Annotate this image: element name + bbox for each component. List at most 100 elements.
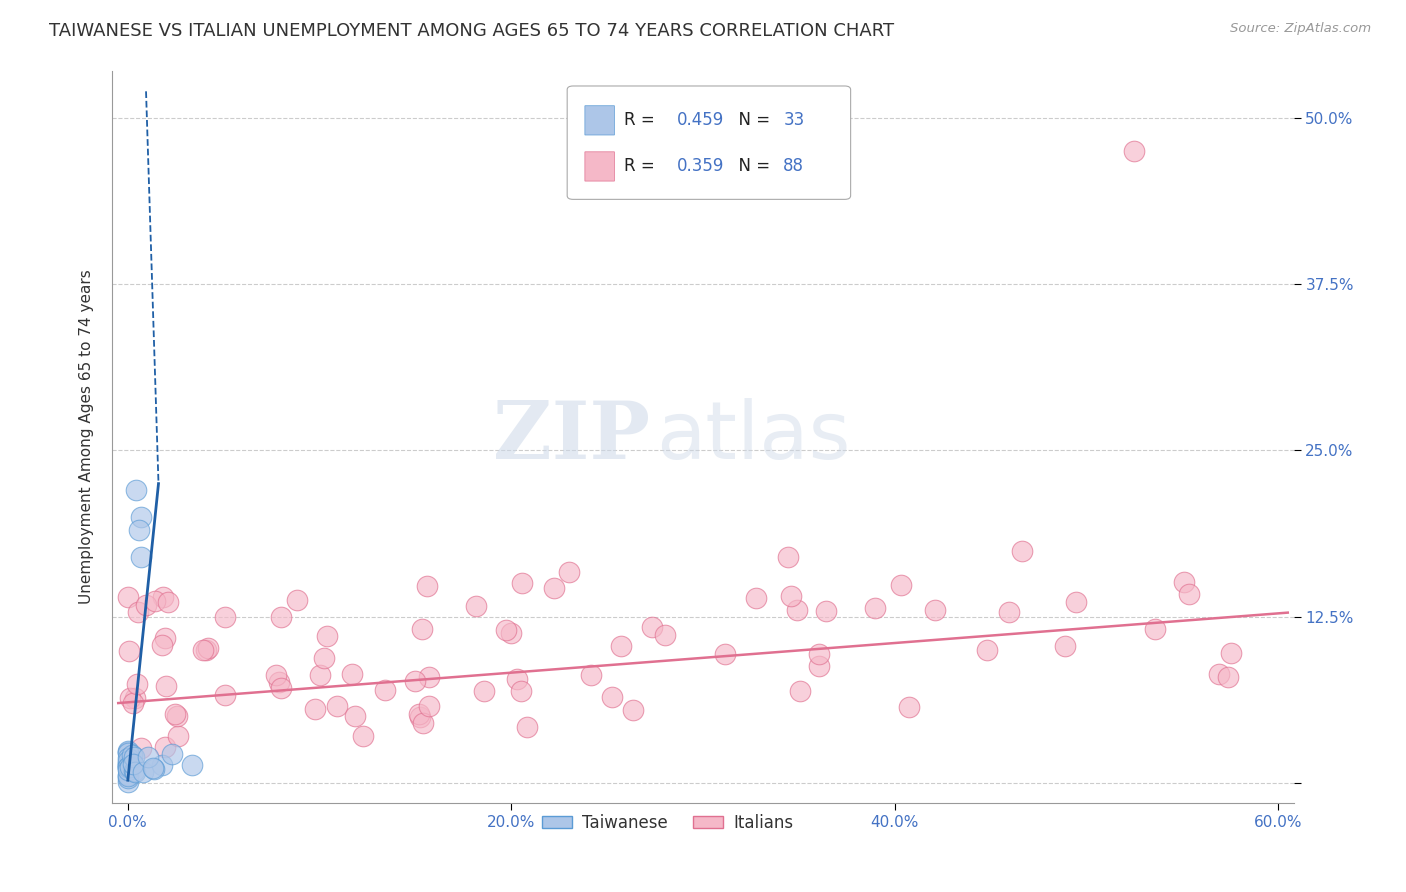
Text: TAIWANESE VS ITALIAN UNEMPLOYMENT AMONG AGES 65 TO 74 YEARS CORRELATION CHART: TAIWANESE VS ITALIAN UNEMPLOYMENT AMONG … bbox=[49, 22, 894, 40]
Point bbox=[117, 761, 139, 775]
Point bbox=[1064, 594, 1087, 608]
Point bbox=[621, 703, 644, 717]
Point bbox=[464, 599, 486, 613]
Point bbox=[558, 565, 581, 579]
Point bbox=[155, 679, 177, 693]
Point bbox=[117, 751, 139, 765]
Point bbox=[326, 699, 349, 714]
Point bbox=[780, 589, 803, 603]
Point bbox=[924, 603, 946, 617]
Point bbox=[117, 764, 139, 778]
Point bbox=[416, 578, 439, 592]
Point bbox=[152, 757, 174, 772]
Point bbox=[270, 610, 292, 624]
Point bbox=[1208, 667, 1230, 681]
Point bbox=[312, 650, 335, 665]
FancyBboxPatch shape bbox=[567, 86, 851, 200]
Point bbox=[474, 683, 496, 698]
Point bbox=[143, 594, 166, 608]
Point bbox=[153, 739, 176, 754]
Point bbox=[129, 509, 152, 524]
Point bbox=[1054, 639, 1077, 653]
Point bbox=[509, 683, 531, 698]
Point bbox=[789, 683, 811, 698]
Point bbox=[156, 595, 179, 609]
Y-axis label: Unemployment Among Ages 65 to 74 years: Unemployment Among Ages 65 to 74 years bbox=[79, 269, 94, 605]
Point bbox=[195, 643, 218, 657]
Legend: Taiwanese, Italians: Taiwanese, Italians bbox=[536, 807, 800, 838]
Point bbox=[117, 757, 139, 772]
Point bbox=[117, 772, 139, 786]
Text: atlas: atlas bbox=[655, 398, 851, 476]
Point bbox=[1011, 544, 1033, 558]
Point bbox=[166, 709, 188, 723]
Point bbox=[117, 760, 139, 774]
Point bbox=[132, 764, 155, 779]
Point bbox=[543, 581, 565, 595]
Point bbox=[117, 759, 139, 773]
Point bbox=[117, 756, 139, 770]
Point bbox=[1123, 144, 1146, 158]
Point bbox=[197, 640, 219, 655]
Point bbox=[124, 690, 146, 705]
Point bbox=[610, 639, 633, 653]
Text: ZIP: ZIP bbox=[494, 398, 650, 476]
Point bbox=[117, 758, 139, 772]
Point bbox=[1173, 575, 1195, 590]
Point bbox=[117, 745, 139, 759]
Point bbox=[264, 668, 287, 682]
Text: 0.459: 0.459 bbox=[678, 112, 724, 129]
Point bbox=[121, 747, 143, 762]
Text: N =: N = bbox=[728, 158, 775, 176]
Text: Source: ZipAtlas.com: Source: ZipAtlas.com bbox=[1230, 22, 1371, 36]
Point bbox=[815, 603, 838, 617]
Point bbox=[1218, 670, 1240, 684]
Point bbox=[143, 762, 166, 776]
Point bbox=[141, 761, 163, 775]
Point bbox=[270, 681, 292, 696]
Text: 88: 88 bbox=[783, 158, 804, 176]
Point bbox=[505, 672, 527, 686]
Point bbox=[117, 590, 139, 604]
Point bbox=[600, 690, 623, 705]
Point bbox=[117, 768, 139, 782]
Point bbox=[713, 647, 735, 661]
Point bbox=[316, 629, 339, 643]
Point bbox=[418, 670, 440, 684]
Point bbox=[510, 576, 533, 591]
Point bbox=[135, 598, 157, 612]
Point bbox=[121, 756, 143, 771]
Point bbox=[1219, 646, 1241, 660]
Point bbox=[412, 716, 434, 731]
Point bbox=[120, 760, 142, 774]
Point bbox=[117, 754, 139, 768]
Point bbox=[117, 744, 139, 758]
Text: R =: R = bbox=[624, 158, 659, 176]
Text: 0.359: 0.359 bbox=[678, 158, 724, 176]
Point bbox=[998, 605, 1021, 619]
Point bbox=[128, 523, 150, 537]
Text: 33: 33 bbox=[783, 112, 804, 129]
Point bbox=[976, 643, 998, 657]
Point bbox=[131, 741, 153, 756]
Point bbox=[122, 696, 145, 710]
Point bbox=[418, 698, 440, 713]
Point bbox=[129, 549, 152, 564]
Point bbox=[579, 668, 602, 682]
Point bbox=[408, 707, 430, 722]
Point bbox=[1143, 623, 1166, 637]
Point bbox=[304, 702, 326, 716]
Point bbox=[125, 483, 148, 498]
Point bbox=[778, 550, 800, 565]
Point bbox=[153, 631, 176, 645]
Point bbox=[499, 626, 522, 640]
Point bbox=[162, 747, 184, 761]
FancyBboxPatch shape bbox=[585, 152, 614, 181]
Point bbox=[122, 764, 145, 778]
Point bbox=[214, 688, 236, 702]
Point bbox=[344, 709, 367, 723]
Point bbox=[309, 668, 332, 682]
Point bbox=[122, 750, 145, 764]
Point bbox=[786, 602, 808, 616]
Point bbox=[267, 674, 290, 689]
